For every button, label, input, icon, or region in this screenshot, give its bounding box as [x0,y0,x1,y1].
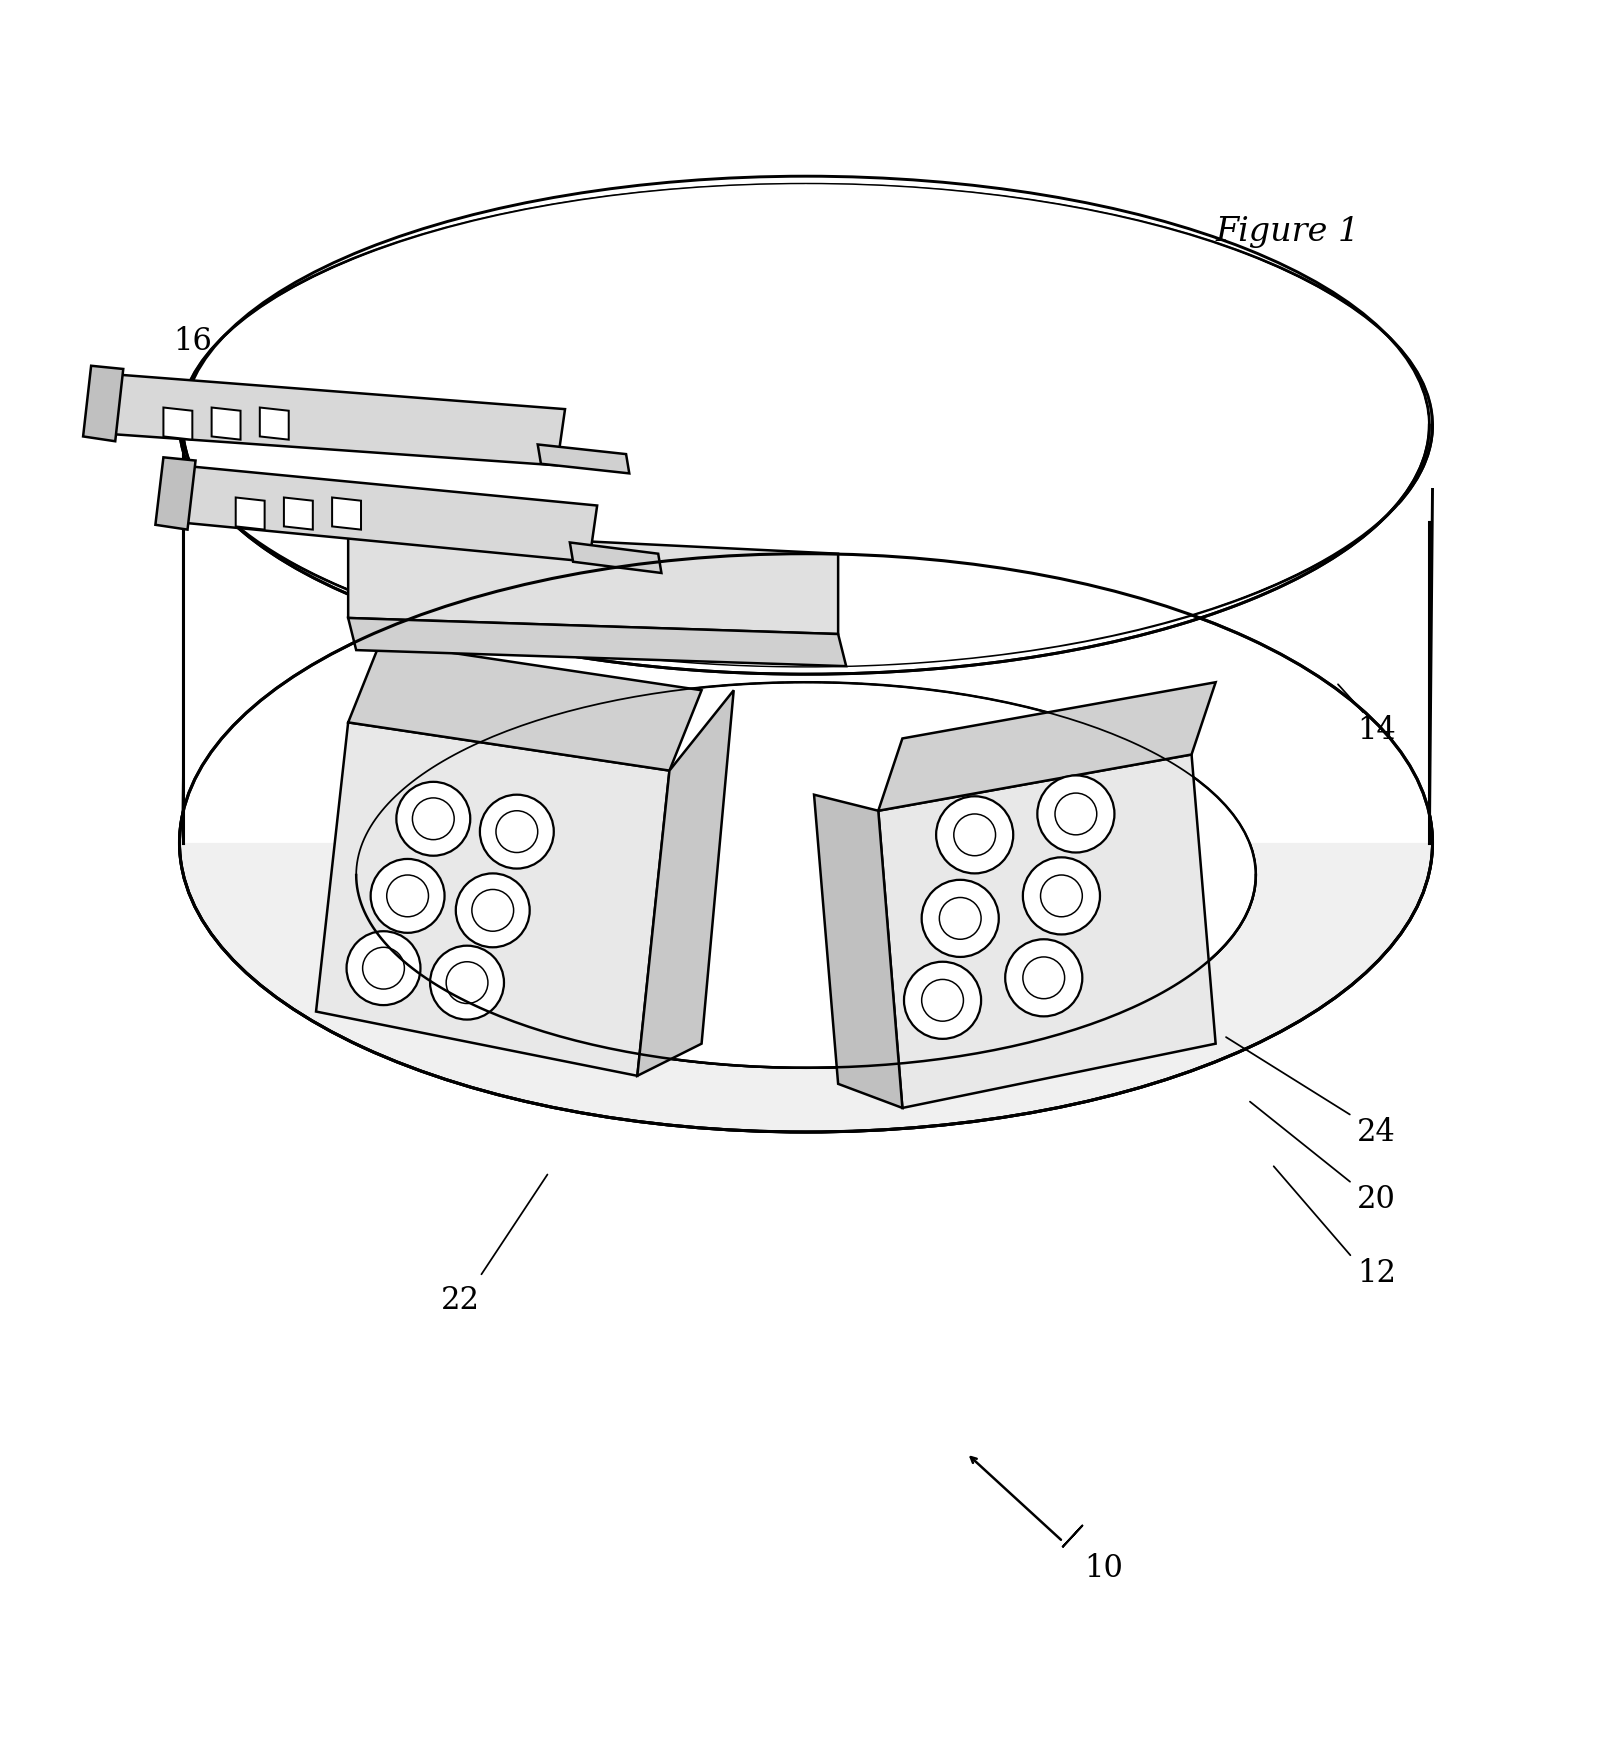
Text: 16: 16 [430,487,469,518]
Polygon shape [182,184,1430,844]
Circle shape [347,931,421,1004]
Polygon shape [571,542,661,572]
Polygon shape [316,723,669,1076]
Text: 20: 20 [1357,1185,1396,1214]
Text: 16: 16 [172,326,211,357]
Circle shape [937,796,1014,873]
Polygon shape [163,408,192,439]
Circle shape [480,794,555,868]
Polygon shape [538,444,629,474]
Ellipse shape [179,553,1433,1132]
Circle shape [1038,775,1114,852]
Circle shape [1024,858,1099,935]
Polygon shape [348,642,701,770]
Text: 12: 12 [1357,1258,1396,1290]
Polygon shape [260,408,289,439]
Text: 22: 22 [442,1284,480,1316]
Polygon shape [235,497,264,530]
Polygon shape [211,408,240,439]
Polygon shape [100,374,566,466]
Text: 10: 10 [1083,1554,1122,1584]
Polygon shape [879,682,1215,810]
Polygon shape [637,690,733,1076]
Polygon shape [879,754,1215,1108]
Circle shape [1006,940,1082,1017]
Polygon shape [155,457,195,530]
Text: 14: 14 [1357,716,1396,746]
Polygon shape [348,618,846,667]
Text: Figure 1: Figure 1 [1215,217,1361,248]
Polygon shape [814,794,903,1108]
Circle shape [430,945,505,1020]
Circle shape [371,859,445,933]
Text: 24: 24 [1357,1116,1396,1148]
Circle shape [456,873,530,947]
Ellipse shape [184,184,1428,667]
Circle shape [904,963,982,1040]
Polygon shape [171,466,596,562]
Ellipse shape [356,682,1256,1068]
Polygon shape [348,530,838,634]
Polygon shape [284,497,313,530]
Circle shape [922,880,999,957]
Ellipse shape [195,200,1417,649]
Polygon shape [332,497,361,530]
Circle shape [397,782,471,856]
Polygon shape [84,366,123,441]
